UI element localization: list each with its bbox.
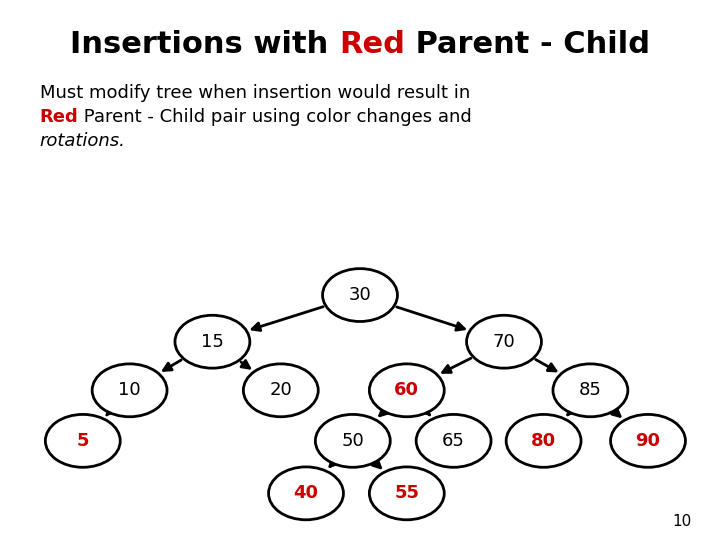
- Ellipse shape: [315, 414, 390, 467]
- Text: 40: 40: [294, 484, 318, 502]
- Text: 80: 80: [531, 432, 556, 450]
- Ellipse shape: [369, 467, 444, 520]
- Text: Parent - Child: Parent - Child: [405, 30, 650, 59]
- Text: 30: 30: [348, 286, 372, 304]
- Text: 65: 65: [442, 432, 465, 450]
- Text: 20: 20: [269, 381, 292, 399]
- Text: 50: 50: [341, 432, 364, 450]
- Ellipse shape: [175, 315, 250, 368]
- Text: 90: 90: [636, 432, 660, 450]
- Ellipse shape: [45, 414, 120, 467]
- Text: 5: 5: [76, 432, 89, 450]
- Ellipse shape: [323, 268, 397, 321]
- Text: Red: Red: [339, 30, 405, 59]
- Text: Must modify tree when insertion would result in: Must modify tree when insertion would re…: [40, 84, 470, 102]
- Ellipse shape: [243, 364, 318, 417]
- Text: 10: 10: [118, 381, 141, 399]
- Text: 60: 60: [395, 381, 419, 399]
- Text: Red: Red: [40, 108, 78, 126]
- Ellipse shape: [92, 364, 167, 417]
- Ellipse shape: [611, 414, 685, 467]
- Text: 85: 85: [579, 381, 602, 399]
- Text: Insertions with: Insertions with: [70, 30, 339, 59]
- Ellipse shape: [553, 364, 628, 417]
- Text: 15: 15: [201, 333, 224, 350]
- Ellipse shape: [467, 315, 541, 368]
- Ellipse shape: [506, 414, 581, 467]
- Text: 70: 70: [492, 333, 516, 350]
- Ellipse shape: [269, 467, 343, 520]
- Text: rotations.: rotations.: [40, 132, 125, 150]
- Text: 55: 55: [395, 484, 419, 502]
- Ellipse shape: [369, 364, 444, 417]
- Ellipse shape: [416, 414, 491, 467]
- Text: 10: 10: [672, 514, 691, 529]
- Text: Parent - Child pair using color changes and: Parent - Child pair using color changes …: [78, 108, 472, 126]
